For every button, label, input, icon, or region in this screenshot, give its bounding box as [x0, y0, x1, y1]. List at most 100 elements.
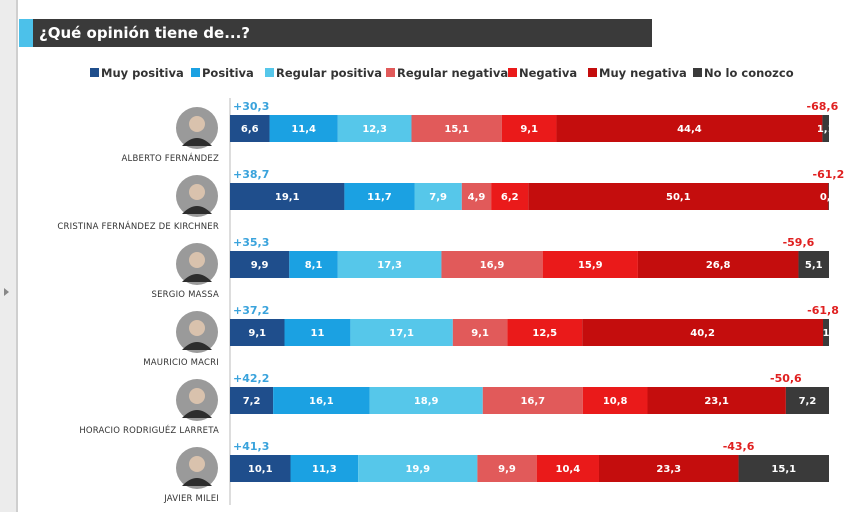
segment-value-label: 7,9 — [429, 192, 447, 203]
bar-segment — [289, 251, 338, 278]
bar-segment — [411, 115, 502, 142]
bar-segment — [273, 387, 370, 414]
avatar-body-icon — [182, 410, 212, 418]
bar-segment — [337, 115, 412, 142]
segment-value-label: 10,8 — [603, 396, 628, 407]
bar-segment — [491, 183, 529, 210]
bar-segment — [482, 387, 583, 414]
bar-segment — [369, 387, 483, 414]
politician-name: JAVIER MILEI — [163, 494, 219, 504]
bar-segment — [528, 183, 829, 210]
expand-arrow-icon[interactable] — [4, 288, 9, 296]
segment-value-label: 10,1 — [248, 464, 273, 475]
positive-total-label: +30,3 — [233, 100, 269, 113]
bar-segment — [230, 319, 285, 346]
bar-segment — [582, 387, 648, 414]
positive-total-label: +35,3 — [233, 236, 269, 249]
negative-total-label: -61,2 — [813, 168, 845, 181]
avatar-body-icon — [182, 478, 212, 486]
negative-total-label: -43,6 — [723, 440, 755, 453]
legend-swatch — [693, 68, 702, 77]
avatar-body-icon — [182, 138, 212, 146]
left-rail — [0, 0, 18, 512]
segment-value-label: 15,9 — [578, 260, 603, 271]
avatar-face-icon — [189, 456, 205, 472]
bar-segment — [828, 183, 829, 210]
politician-name: CRISTINA FERNÁNDEZ DE KIRCHNER — [57, 220, 219, 232]
legend-label: Negativa — [519, 66, 577, 80]
bar-segment — [647, 387, 786, 414]
politician-name: ALBERTO FERNÁNDEZ — [122, 152, 219, 164]
legend-label: Regular negativa — [397, 66, 508, 80]
bar-segment — [822, 115, 829, 142]
negative-total-label: -61,8 — [807, 304, 839, 317]
segment-value-label: 23,1 — [704, 396, 729, 407]
bar-segment — [501, 115, 557, 142]
page-title: ¿Qué opinión tiene de...? — [39, 24, 251, 42]
segment-value-label: 7,2 — [243, 396, 261, 407]
avatar-face-icon — [189, 116, 205, 132]
segment-value-label: 9,1 — [520, 124, 538, 135]
avatar-body-icon — [182, 274, 212, 282]
segment-value-label: 16,9 — [480, 260, 505, 271]
segment-value-label: 17,1 — [389, 328, 414, 339]
politician-name: HORACIO RODRIGUÉZ LARRETA — [79, 424, 219, 436]
segment-value-label: 6,6 — [241, 124, 259, 135]
positive-total-label: +41,3 — [233, 440, 269, 453]
segment-value-label: 16,7 — [520, 396, 545, 407]
bar-segment — [738, 455, 829, 482]
legend-label: Muy negativa — [599, 66, 687, 80]
negative-total-label: -68,6 — [807, 100, 839, 113]
segment-value-label: 9,1 — [471, 328, 489, 339]
bar-segment — [230, 455, 291, 482]
segment-value-label: 16,1 — [309, 396, 334, 407]
segment-value-label: 0,1 — [820, 192, 838, 203]
segment-value-label: 9,9 — [498, 464, 516, 475]
legend-swatch — [191, 68, 200, 77]
avatar-face-icon — [189, 320, 205, 336]
bar-segment — [230, 251, 290, 278]
segment-value-label: 10,4 — [555, 464, 580, 475]
segment-value-label: 44,4 — [677, 124, 702, 135]
title-bar: ¿Qué opinión tiene de...? — [19, 19, 652, 47]
segment-value-label: 19,9 — [405, 464, 430, 475]
politician-name: SERGIO MASSA — [152, 290, 219, 300]
segment-value-label: 23,3 — [656, 464, 681, 475]
segment-value-label: 15,1 — [444, 124, 469, 135]
segment-value-label: 40,2 — [690, 328, 715, 339]
segment-value-label: 9,1 — [248, 328, 266, 339]
segment-value-label: 7,2 — [799, 396, 817, 407]
bar-segment — [461, 183, 492, 210]
legend-label: No lo conozco — [704, 66, 794, 80]
negative-total-label: -50,6 — [770, 372, 802, 385]
segment-value-label: 26,8 — [706, 260, 731, 271]
legend-swatch — [386, 68, 395, 77]
legend-label: Positiva — [202, 66, 254, 80]
avatar-face-icon — [189, 184, 205, 200]
segment-value-label: 9,9 — [251, 260, 269, 271]
bar-segment — [556, 115, 823, 142]
avatar-face-icon — [189, 388, 205, 404]
bar-segment — [582, 319, 824, 346]
bar-segment — [542, 251, 638, 278]
negative-total-label: -59,6 — [783, 236, 815, 249]
positive-total-label: +37,2 — [233, 304, 269, 317]
segment-value-label: 1 — [823, 328, 830, 339]
bar-segment — [269, 115, 338, 142]
segment-value-label: 19,1 — [275, 192, 300, 203]
segment-value-label: 1,1 — [817, 124, 835, 135]
bar-segment — [798, 251, 829, 278]
politician-name: MAURICIO MACRI — [143, 358, 219, 368]
segment-value-label: 8,1 — [305, 260, 323, 271]
bar-segment — [344, 183, 415, 210]
bar-segment — [337, 251, 442, 278]
legend-swatch — [90, 68, 99, 77]
segment-value-label: 17,3 — [377, 260, 402, 271]
segment-value-label: 5,1 — [805, 260, 823, 271]
avatar-body-icon — [182, 206, 212, 214]
segment-value-label: 18,9 — [414, 396, 439, 407]
bar-segment — [350, 319, 453, 346]
segment-value-label: 4,9 — [468, 192, 486, 203]
bar-segment — [414, 183, 462, 210]
